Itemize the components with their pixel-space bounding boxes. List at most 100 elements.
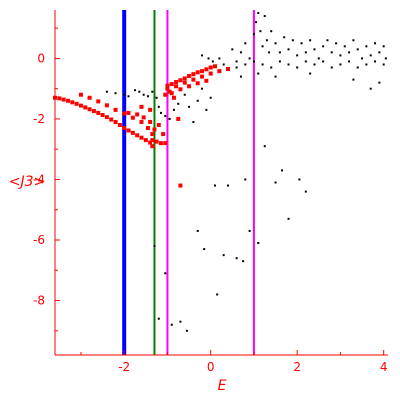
- red-data-point: [191, 77, 196, 82]
- red-data-point: [225, 67, 230, 72]
- black-data-point: [153, 245, 156, 248]
- black-data-point: [270, 66, 273, 69]
- red-data-point: [104, 115, 109, 120]
- black-data-point: [270, 30, 273, 33]
- red-data-point: [65, 98, 70, 103]
- black-data-point: [263, 145, 266, 148]
- red-data-point: [200, 74, 205, 79]
- red-data-point: [187, 84, 192, 89]
- red-data-point: [169, 91, 174, 96]
- x-tick-label: -2: [118, 360, 130, 374]
- red-data-point: [204, 78, 209, 83]
- x-tick-label: 2: [293, 360, 301, 374]
- red-data-point: [150, 138, 155, 143]
- black-data-point: [296, 54, 299, 57]
- red-data-point: [139, 135, 144, 140]
- black-data-point: [239, 75, 242, 78]
- black-data-point: [287, 217, 290, 220]
- red-data-point: [178, 87, 183, 92]
- black-data-point: [203, 248, 206, 251]
- red-data-point: [122, 126, 127, 131]
- red-data-point: [195, 70, 200, 75]
- black-data-point: [235, 257, 238, 260]
- black-data-point: [239, 51, 242, 54]
- black-data-point: [138, 90, 141, 93]
- black-data-point: [322, 45, 325, 48]
- red-data-point: [208, 71, 213, 76]
- y-tick-label: 0: [37, 51, 45, 65]
- black-data-point: [244, 42, 247, 45]
- black-data-point: [201, 87, 204, 90]
- black-data-point: [205, 108, 208, 111]
- y-tick-label: -6: [33, 233, 45, 247]
- black-data-point: [365, 63, 368, 66]
- black-data-point: [196, 99, 199, 102]
- black-data-point: [382, 63, 385, 66]
- black-data-point: [235, 60, 238, 63]
- red-data-point: [143, 138, 148, 143]
- red-data-point: [208, 65, 213, 70]
- black-data-point: [157, 317, 160, 320]
- red-data-point: [204, 67, 209, 72]
- red-data-point: [148, 140, 153, 145]
- black-data-point: [222, 63, 225, 66]
- black-data-point: [356, 48, 359, 51]
- black-data-point: [114, 92, 117, 95]
- black-data-point: [339, 63, 342, 66]
- black-data-point: [335, 42, 338, 45]
- black-data-point: [283, 36, 286, 39]
- red-data-point: [171, 95, 176, 100]
- ticks-layer: -2 0 2 4 0 -2 -4 -6 -8: [33, 27, 388, 374]
- red-data-point: [126, 110, 131, 115]
- black-data-point: [235, 66, 238, 69]
- black-data-point: [183, 93, 186, 96]
- black-data-point: [151, 90, 154, 93]
- black-data-point: [352, 78, 355, 81]
- red-data-point: [150, 132, 155, 137]
- black-data-point: [378, 81, 381, 84]
- black-data-point: [287, 63, 290, 66]
- black-data-point: [248, 57, 251, 60]
- red-data-point: [200, 69, 205, 74]
- black-data-point: [298, 178, 301, 181]
- black-data-point: [361, 57, 364, 60]
- x-tick-label: 4: [380, 360, 388, 374]
- black-data-point: [369, 87, 372, 90]
- red-data-point: [113, 107, 118, 112]
- black-data-point: [309, 39, 312, 42]
- black-data-point: [188, 105, 191, 108]
- black-data-point: [348, 51, 351, 54]
- black-data-point: [365, 45, 368, 48]
- red-data-point: [150, 144, 155, 149]
- black-data-point: [278, 60, 281, 63]
- red-data-point: [158, 141, 163, 146]
- red-data-point: [113, 119, 118, 124]
- black-data-point: [278, 51, 281, 54]
- red-data-point: [141, 115, 146, 120]
- black-data-point: [207, 57, 210, 60]
- red-data-point: [163, 92, 168, 97]
- red-data-point: [78, 92, 83, 97]
- black-data-point: [105, 90, 108, 93]
- red-data-point: [154, 139, 159, 144]
- black-data-point: [255, 21, 258, 24]
- black-data-point: [274, 75, 277, 78]
- red-data-point: [122, 111, 127, 116]
- black-data-point: [384, 57, 387, 60]
- black-data-point: [330, 66, 333, 69]
- black-data-point: [134, 89, 137, 92]
- black-data-point: [300, 42, 303, 45]
- black-data-point: [142, 93, 145, 96]
- black-data-point: [244, 178, 247, 181]
- red-data-point: [178, 78, 183, 83]
- red-data-point: [163, 141, 168, 146]
- red-data-point: [161, 132, 166, 137]
- red-data-point: [187, 73, 192, 78]
- red-data-point: [182, 80, 187, 85]
- black-data-point: [218, 57, 221, 60]
- black-data-point: [374, 60, 377, 63]
- y-tick-label: -4: [33, 172, 45, 186]
- vertical-lines-layer: [122, 10, 255, 355]
- black-data-point: [259, 30, 262, 33]
- x-tick-label: 0: [207, 360, 215, 374]
